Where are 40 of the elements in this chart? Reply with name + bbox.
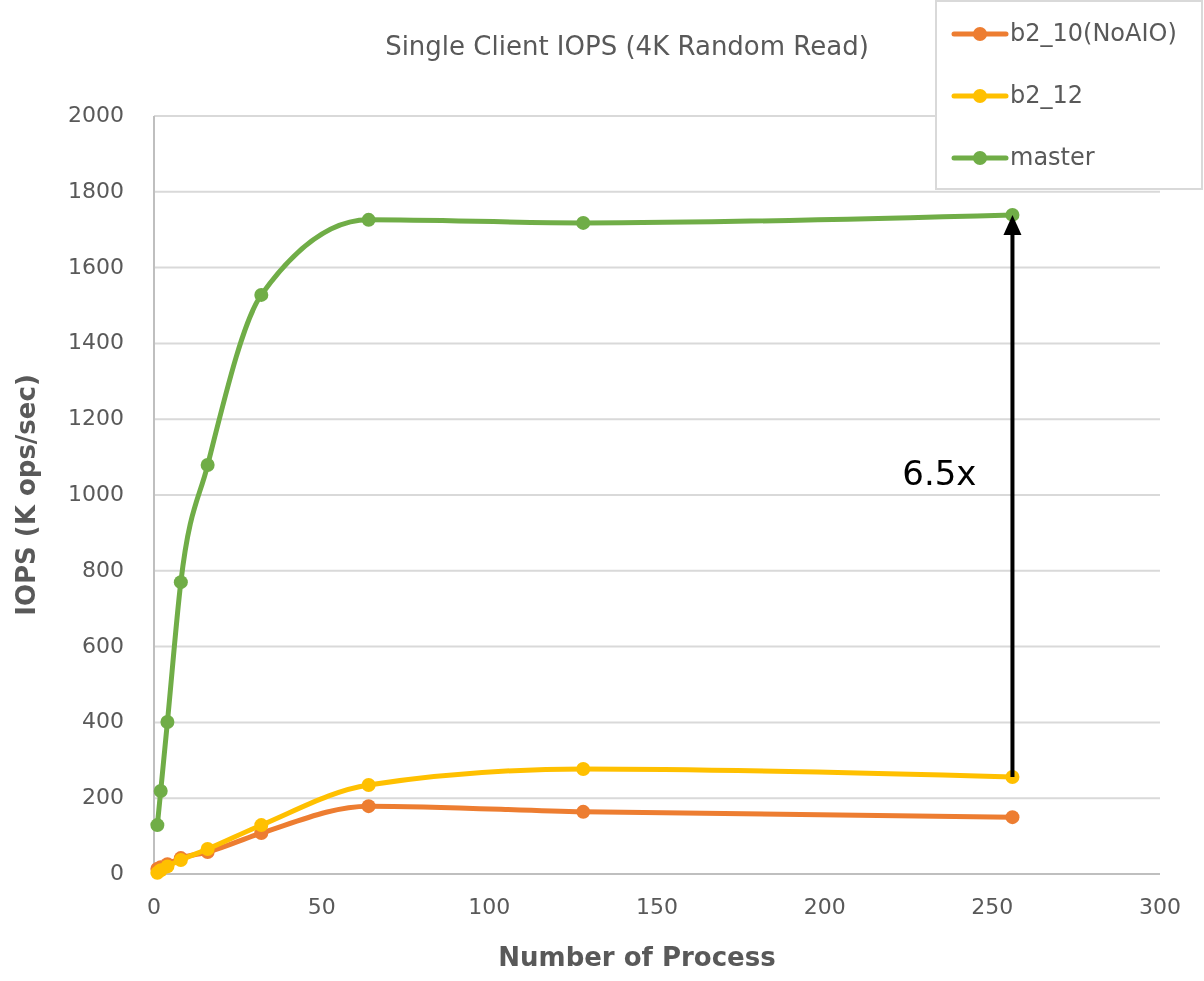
point <box>200 841 215 856</box>
annotation: 6.5x <box>902 453 977 494</box>
y-tick-label: 1800 <box>68 177 124 203</box>
x-tick-label: 250 <box>971 894 1014 919</box>
point <box>200 458 215 473</box>
legend-label: master <box>1010 143 1095 171</box>
point <box>173 575 188 590</box>
y-axis-title: IOPS (K ops/sec) <box>11 374 41 616</box>
point <box>361 799 376 814</box>
point <box>150 818 165 833</box>
x-tick-label: 0 <box>147 894 161 919</box>
point <box>576 762 591 777</box>
x-tick-label: 300 <box>1139 894 1181 919</box>
y-tick-label: 400 <box>82 708 124 734</box>
y-tick-label: 1000 <box>68 481 124 506</box>
legend-label: b2_12 <box>1010 81 1084 109</box>
y-tick-label: 1200 <box>68 405 124 431</box>
point <box>1005 810 1020 825</box>
point <box>361 212 376 227</box>
x-tick-label: 100 <box>468 894 511 919</box>
point <box>576 804 591 819</box>
point <box>254 818 269 833</box>
legend-label: b2_10(NoAIO) <box>1010 19 1177 47</box>
x-tick-label: 50 <box>307 894 336 919</box>
point <box>361 777 376 792</box>
y-tick-label: 0 <box>110 860 124 885</box>
point <box>254 287 269 302</box>
y-tick-label: 1400 <box>68 329 124 355</box>
chart-title: Single Client IOPS (4K Random Read) <box>385 31 869 61</box>
y-tick-label: 1600 <box>68 253 124 279</box>
point <box>153 784 168 798</box>
point <box>576 215 591 230</box>
y-tick-label: 600 <box>82 632 124 658</box>
point <box>160 715 175 730</box>
x-tick-label: 200 <box>803 894 846 919</box>
x-tick-label: 150 <box>636 894 678 919</box>
y-tick-label: 200 <box>82 784 124 810</box>
x-axis-title: Number of Process <box>498 942 776 972</box>
y-tick-label: 2000 <box>68 102 124 127</box>
y-tick-label: 800 <box>82 556 124 582</box>
